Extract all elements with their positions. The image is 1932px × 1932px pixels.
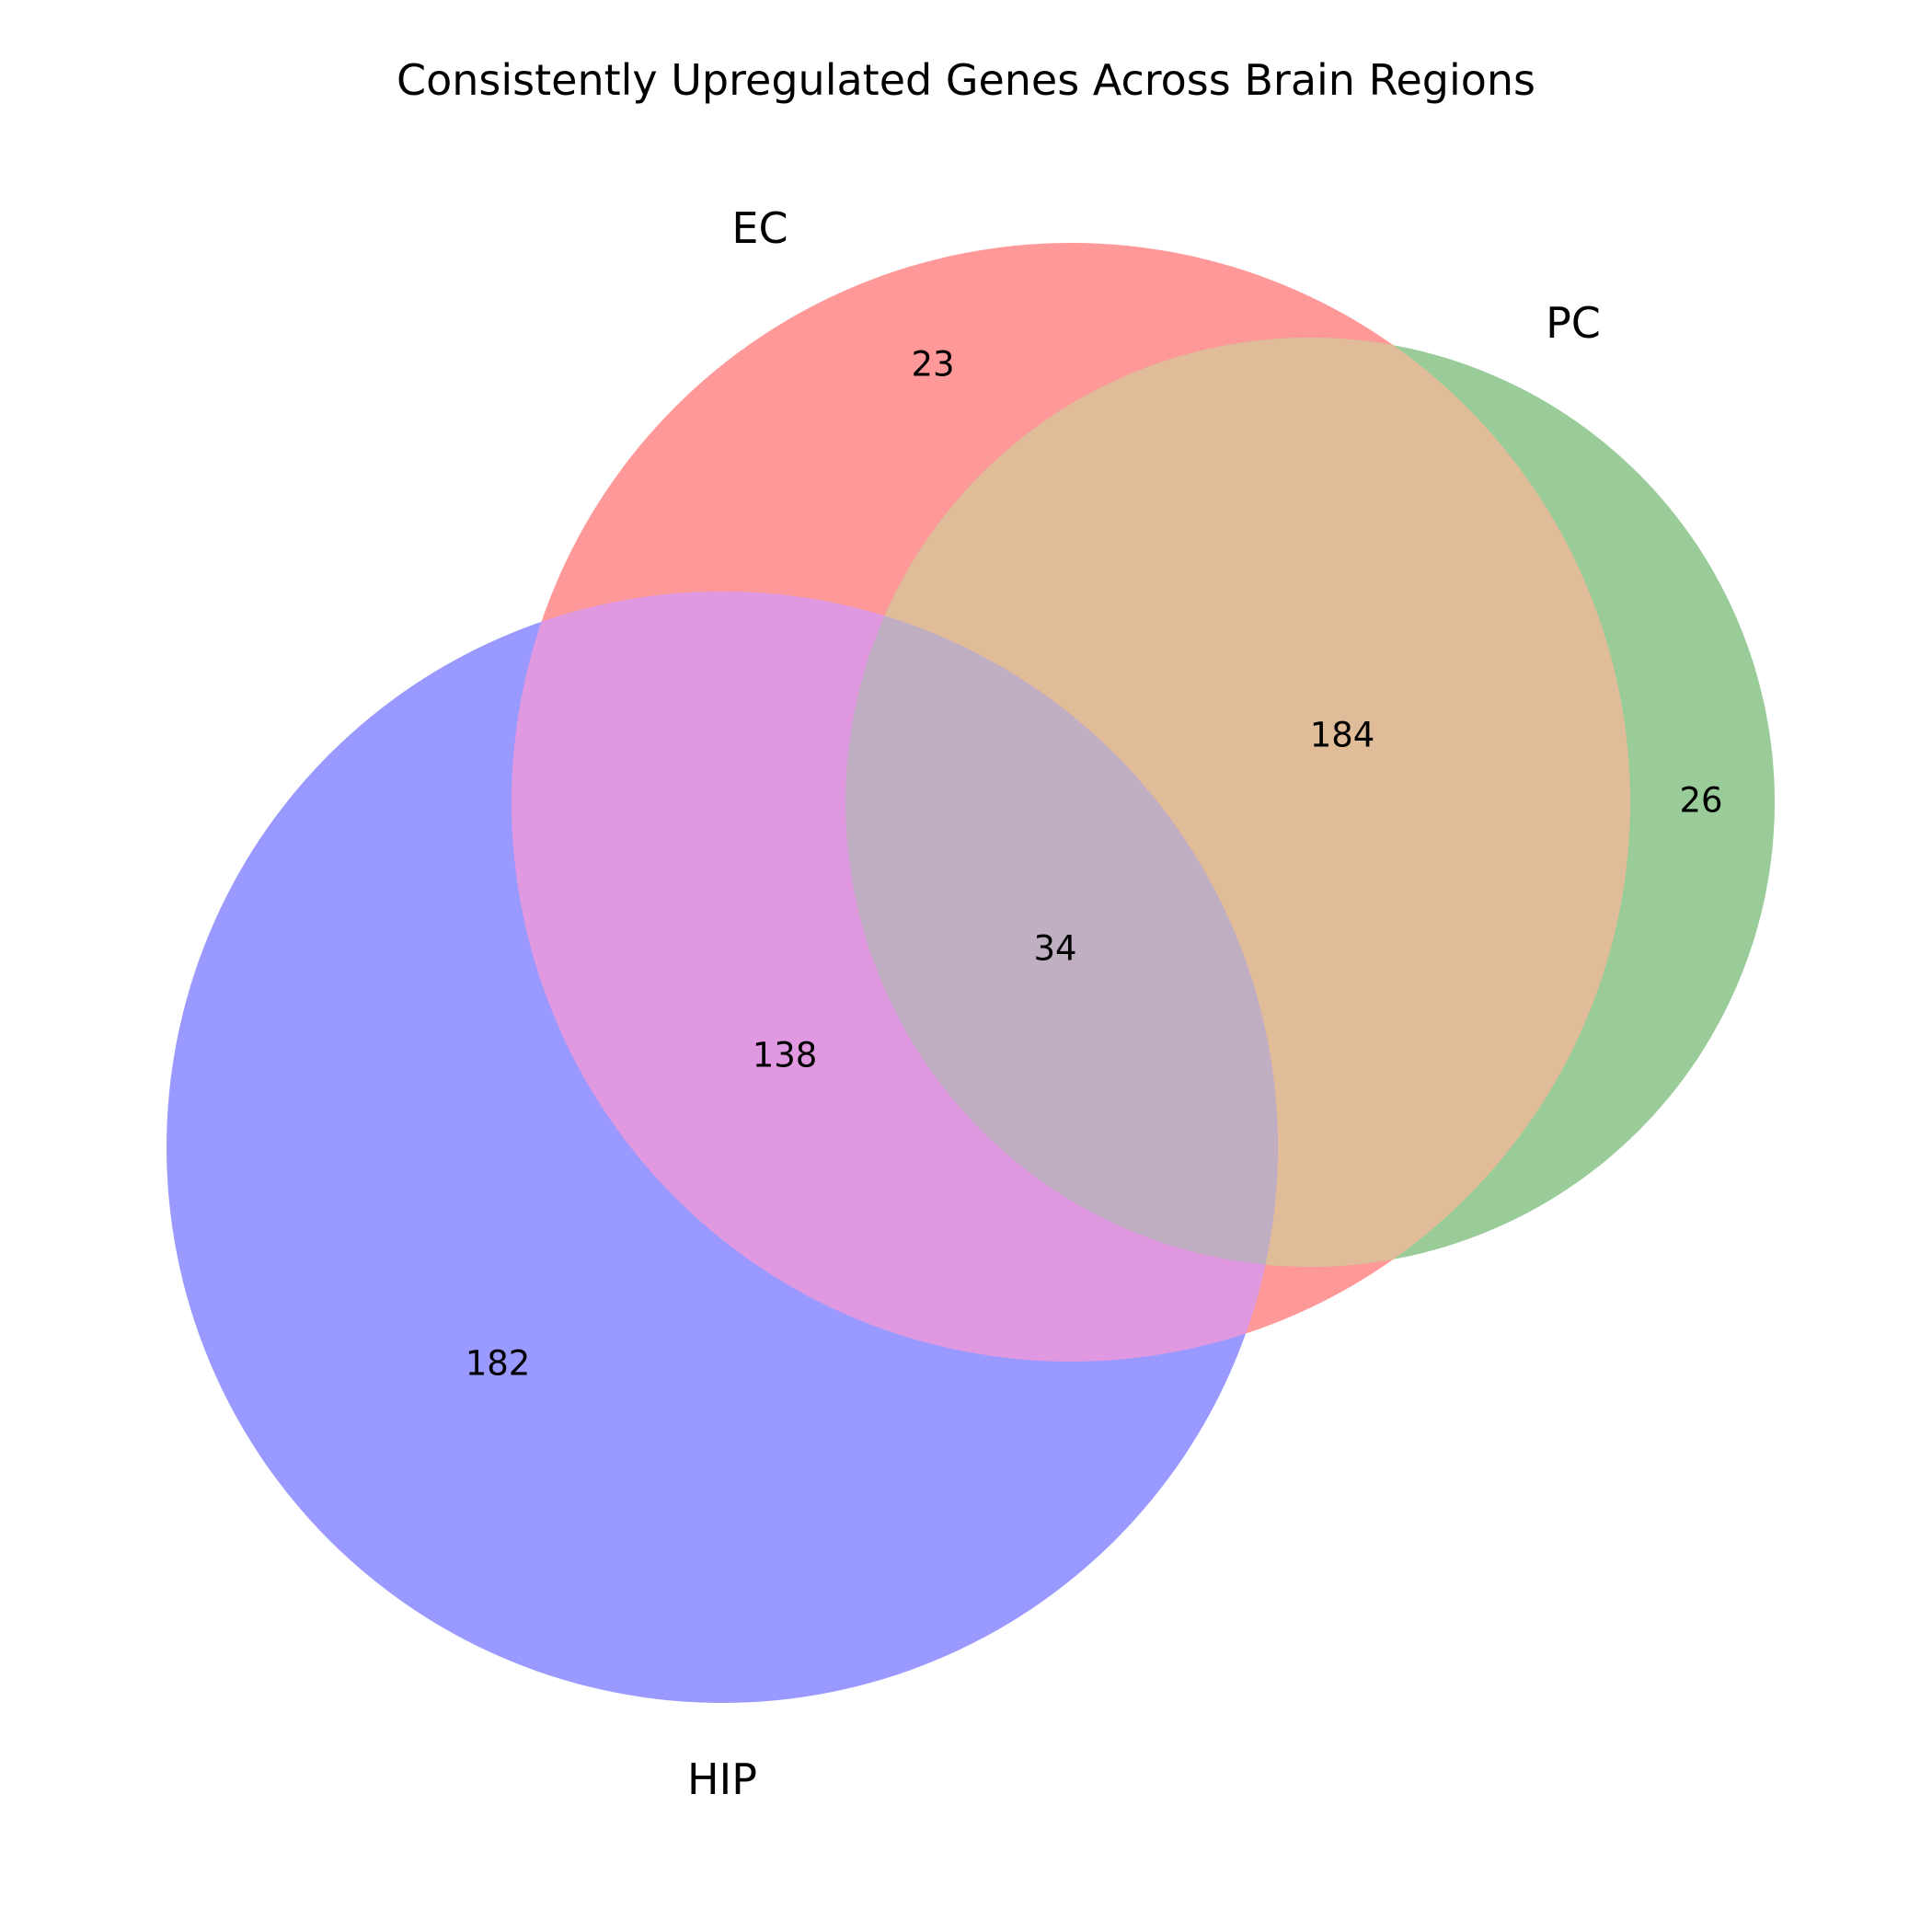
hip-set-label: HIP xyxy=(687,1754,757,1804)
ec-pc-hip-overlap xyxy=(845,592,1278,1267)
chart-title: Consistently Upregulated Genes Across Br… xyxy=(397,55,1535,105)
pc-set-label: PC xyxy=(1546,298,1601,348)
pc-only-count: 26 xyxy=(1679,781,1722,821)
ec-set-label: EC xyxy=(731,203,788,253)
ec-only-count: 23 xyxy=(911,345,954,385)
ec-pc-count: 184 xyxy=(1310,716,1375,755)
ec-hip-count: 138 xyxy=(753,1036,818,1075)
hip-only-count: 182 xyxy=(466,1344,531,1384)
ec-pc-hip-count: 34 xyxy=(1033,929,1076,969)
